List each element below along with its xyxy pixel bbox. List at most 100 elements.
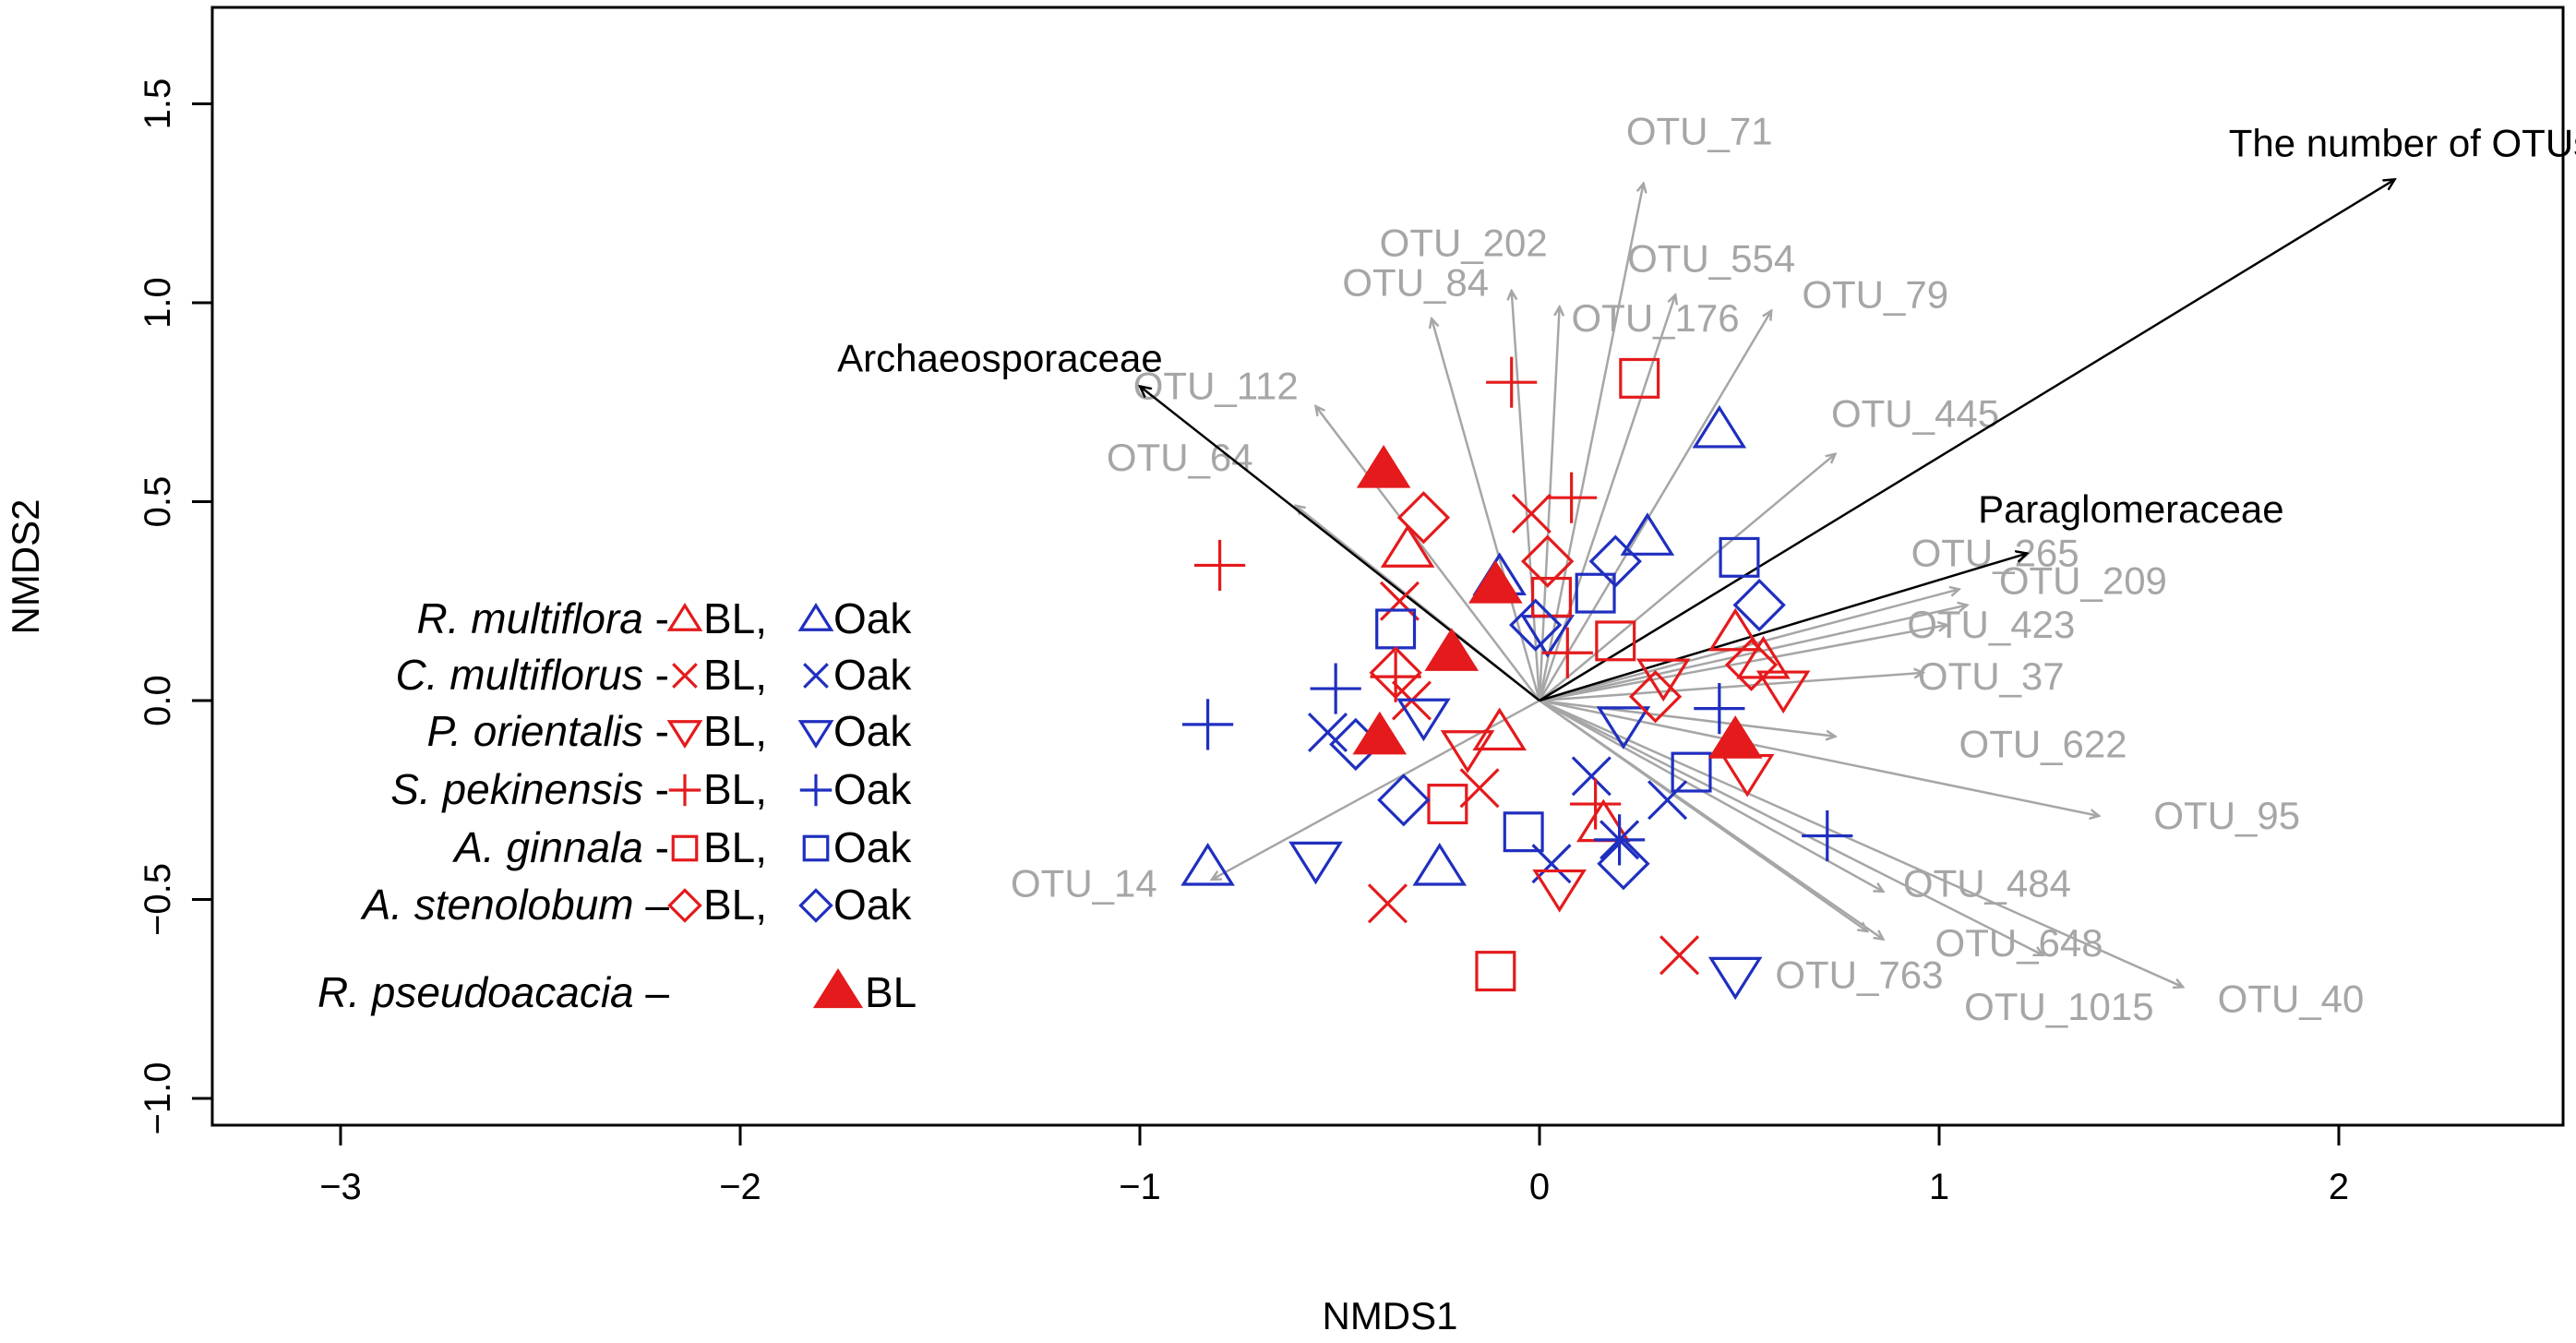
data-point (1707, 956, 1763, 1001)
data-point (1719, 753, 1775, 797)
x-tick-label: 0 (1529, 1167, 1550, 1207)
data-point (1570, 778, 1622, 830)
data-point (1307, 712, 1348, 753)
legend-species: R. pseudoacacia – (318, 968, 669, 1016)
legend-bl-label: BL, (703, 765, 767, 813)
otu-label: OTU_622 (1959, 722, 2127, 765)
x-tick-label: −2 (719, 1167, 761, 1207)
legend-marker-bl (667, 888, 702, 923)
legend-marker-bl (671, 834, 699, 862)
plot-frame (210, 6, 2565, 1127)
legend-oak-label: Oak (833, 765, 912, 813)
otu-label: OTU_1015 (1964, 985, 2153, 1028)
legend-marker-oak (798, 888, 833, 923)
y-tick-label: 0.5 (138, 476, 178, 528)
y-tick-label: −0.5 (138, 863, 178, 936)
data-point (1310, 663, 1361, 714)
legend-bl-label: BL, (703, 823, 767, 871)
otu-arrow (1538, 306, 1560, 701)
legend-bl-label: BL (865, 968, 917, 1016)
data-point (1427, 784, 1468, 825)
y-axis-title: NMDS2 (4, 498, 47, 634)
x-axis-title: NMDS1 (1322, 1294, 1457, 1337)
data-point (1619, 357, 1660, 399)
data-point (1707, 607, 1763, 652)
legend-species-name: P. orientalis (426, 707, 642, 755)
legend-separator: - (643, 707, 669, 755)
legend-marker-oak (803, 663, 829, 689)
data-point (1440, 730, 1495, 773)
legend: R. multiflora - BL, Oak C. multiflorus - B… (318, 594, 917, 1016)
x-tick-label: −1 (1119, 1167, 1161, 1207)
data-points (1180, 356, 1853, 1001)
data-point (1596, 706, 1651, 749)
data-point (1597, 837, 1650, 891)
otu-label: OTU_423 (1907, 603, 2075, 646)
data-point (1692, 404, 1747, 449)
family-vectors: The number of OTUs Archaeosporaceae Paragl… (837, 122, 2576, 702)
legend-separator: - (643, 594, 669, 642)
data-point (1424, 628, 1480, 671)
data-point (1377, 773, 1431, 827)
legend-oak-label: Oak (833, 594, 912, 642)
legend-species: R. multiflora - (417, 594, 670, 642)
otu-arrow (1539, 699, 2043, 955)
data-point (1511, 493, 1552, 534)
legend-separator: – (634, 881, 670, 929)
otu-arrow (1539, 699, 1867, 931)
data-point (1620, 512, 1675, 556)
family-label: Archaeosporaceae (837, 336, 1163, 379)
legend-oak-label: Oak (833, 881, 912, 929)
legend-separator: – (634, 968, 670, 1016)
otu-label: OTU_40 (2218, 977, 2365, 1020)
legend-species-name: R. multiflora (417, 594, 643, 642)
otu-label: OTU_37 (1918, 654, 2065, 698)
data-point (1755, 670, 1811, 714)
data-point (1379, 581, 1420, 621)
x-tick-label: 1 (1929, 1167, 1949, 1207)
otu-label: OTU_84 (1342, 260, 1489, 304)
otu-label: OTU_445 (1831, 392, 1999, 436)
otu-label: OTU_202 (1380, 221, 1548, 264)
y-tick-label: 1.0 (138, 277, 178, 329)
otu-arrow (1539, 699, 1835, 737)
data-point (1180, 843, 1235, 886)
data-point (1288, 841, 1343, 885)
data-point (1509, 598, 1563, 652)
data-point (1475, 951, 1516, 992)
legend-species-name: C. multiflorus (396, 651, 643, 699)
data-point (1380, 524, 1435, 568)
legend-marker-bl (666, 720, 703, 749)
legend-species: A. ginnala - (451, 823, 669, 871)
otu-arrow (1316, 406, 1540, 701)
otu-label: OTU_209 (1999, 559, 2167, 603)
otu-arrow (1539, 699, 1883, 892)
otu-label: OTU_265 (1911, 532, 2079, 575)
family-label: Paraglomeraceae (1978, 487, 2284, 531)
data-point (1628, 670, 1683, 724)
legend-marker-oak (799, 773, 833, 807)
data-point (1520, 534, 1575, 588)
data-point (1370, 651, 1421, 702)
y-tick-label: 0.0 (138, 675, 178, 726)
otu-label: OTU_176 (1572, 296, 1740, 340)
data-point (1182, 699, 1234, 750)
legend-oak-label: Oak (833, 707, 912, 755)
legend-marker-oak (797, 602, 834, 631)
family-label: The number of OTUs (2229, 122, 2576, 165)
legend-bl-label: BL, (703, 651, 767, 699)
otu-arrow (1538, 311, 1771, 701)
data-point (1659, 935, 1700, 976)
legend-marker-bl (672, 663, 698, 689)
otu-arrow (1539, 454, 1835, 701)
axes: −3 −2 −1 0 1 2 −1.0 −0.5 0.0 0.5 1.0 1.5 (138, 78, 2349, 1207)
legend-species-name: A. ginnala (451, 823, 643, 871)
data-point (1375, 608, 1417, 650)
legend-bl-label: BL, (703, 594, 767, 642)
legend-species-name: R. pseudoacacia (318, 968, 634, 1016)
otu-arrow (1539, 699, 2183, 987)
otu-label: OTU_554 (1627, 237, 1795, 281)
data-point (1369, 646, 1422, 700)
